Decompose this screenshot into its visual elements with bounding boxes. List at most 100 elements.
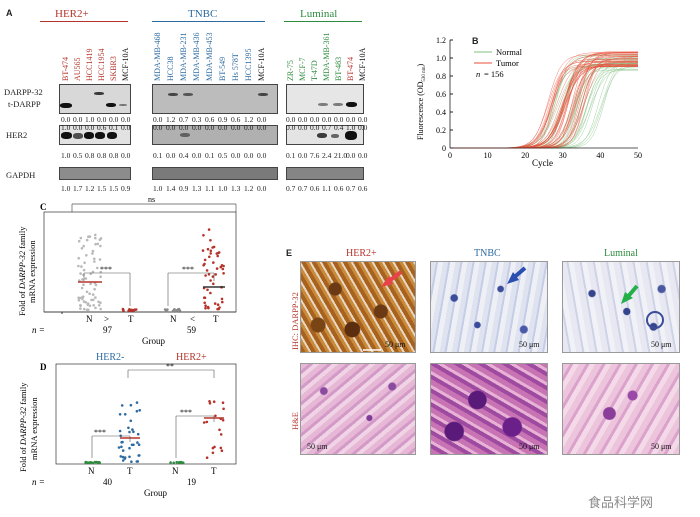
d-ylabel-line2: mRNA expression [29, 397, 39, 460]
scatter-point [203, 301, 206, 305]
scatter-point [81, 278, 84, 281]
c-n1: 97 [103, 325, 113, 335]
scatter-point [132, 430, 135, 434]
quant-value: 0.0 [257, 184, 267, 193]
scatter-point [215, 252, 219, 255]
cell-line-label: BT-474 [346, 56, 355, 81]
quant-value: 0.0 [205, 123, 215, 132]
panel-d-scatter-plot: D HER2- HER2+ ** *** *** N T N T n = 40 … [18, 352, 237, 498]
scatter-point [99, 244, 102, 248]
quant-value: 1.2 [166, 115, 176, 124]
group-line-luminal [284, 21, 362, 22]
quant-value: 0.0 [153, 115, 163, 124]
c-comp1: > [104, 314, 109, 324]
scatter-point [209, 252, 212, 255]
panel-b-amplification-plot: 0 0.2 0.4 0.6 0.8 1.0 1.2 0 10 20 30 40 50 Cycle Fl… [416, 36, 642, 168]
b-n-value: = 156 [484, 69, 504, 79]
scatter-point [99, 275, 102, 278]
scatter-point [93, 460, 97, 464]
scatter-point [82, 273, 85, 277]
quant-value: 0.8 [109, 151, 119, 160]
quant-value: 1.4 [166, 184, 176, 193]
quant-value: 0.8 [97, 151, 107, 160]
scatter-point [94, 236, 97, 240]
cell-line-label: SKBR3 [109, 56, 118, 81]
c-x-n1: N [86, 314, 93, 324]
quant-value: 0.0 [179, 123, 189, 132]
quant-value: 0.5 [218, 151, 228, 160]
he-luminal-scale: 50 μm [651, 442, 672, 451]
d-sig1: *** [94, 428, 106, 437]
scatter-point [82, 307, 86, 311]
e-row-ihc: IHC: DARPP-32 [290, 292, 300, 350]
quant-value: 0.0 [121, 115, 131, 124]
scatter-point [221, 418, 225, 422]
scatter-point [131, 428, 134, 431]
scatter-point [177, 461, 181, 464]
scatter-point [93, 287, 96, 291]
quant-value: 0.0 [286, 115, 296, 124]
he-tnbc-scale: 50 μm [519, 442, 540, 451]
blot-gapdh-luminal [286, 167, 364, 180]
scatter-point [178, 309, 182, 312]
scatter-point [202, 421, 206, 424]
scatter-point [214, 414, 217, 418]
scatter-point [99, 237, 103, 240]
cell-line-label: HCC1954 [97, 48, 106, 81]
scatter-point [163, 308, 167, 311]
scatter-point [77, 239, 81, 243]
ihc-tnbc-scale: 50 μm [519, 340, 540, 349]
b-xtick: 10 [484, 151, 492, 160]
quant-value: 0.6 [334, 184, 344, 193]
cell-line-label: AU565 [73, 57, 82, 81]
scatter-point [89, 282, 92, 286]
d-sig2: *** [180, 408, 192, 417]
quant-value: 1.1 [205, 184, 215, 193]
d-frame [55, 363, 237, 465]
blot-gapdh-tnbc [152, 167, 278, 180]
quant-value: 1.3 [231, 184, 241, 193]
ihc-her2-image: 50 μm [300, 261, 416, 353]
quant-value: 0.7 [322, 123, 332, 132]
scatter-point [93, 257, 96, 261]
panel-a-label: A [6, 8, 13, 18]
ihc-tnbc-image: 50 μm [430, 261, 548, 353]
scatter-point [90, 298, 93, 302]
c-x-t1: T [128, 314, 134, 324]
quant-value: 0.0 [73, 123, 83, 132]
b-ytick: 0.2 [436, 126, 446, 135]
panel-c-label: C [40, 202, 47, 212]
scatter-point [86, 302, 90, 305]
scatter-point [91, 249, 95, 253]
scatter-point [86, 461, 90, 465]
scatter-point [88, 235, 92, 238]
scatter-point [80, 265, 83, 268]
blot-her2-tnbc [152, 125, 278, 145]
quant-value: 0.0 [322, 115, 332, 124]
scatter-point [221, 267, 225, 271]
scatter-point [204, 274, 207, 277]
scatter-point [204, 304, 207, 307]
ihc-luminal-scale: 50 μm [651, 340, 672, 349]
ihc-her2-scale: 50 μm [385, 340, 406, 349]
c-group: Group [142, 336, 165, 346]
b-xtick: 40 [596, 151, 604, 160]
quant-value: 1.0 [153, 184, 163, 193]
he-tnbc-image: 50 μm [430, 363, 548, 455]
c-n2: 59 [187, 325, 197, 335]
d-x-t2: T [211, 466, 217, 476]
quant-value: 21.0 [334, 151, 348, 160]
scatter-point [92, 304, 95, 307]
scatter-point [211, 246, 214, 249]
scatter-point [98, 461, 101, 465]
d-sig-top: ** [166, 362, 174, 371]
scatter-point [91, 461, 95, 465]
scatter-point [203, 262, 206, 266]
quant-value: 0.0 [109, 115, 119, 124]
quant-value: 0.0 [310, 123, 320, 132]
quant-value: 0.0 [166, 123, 176, 132]
quant-value: 0.0 [73, 115, 83, 124]
quant-value: 0.7 [286, 184, 296, 193]
scatter-point [118, 413, 122, 416]
scatter-point [128, 430, 131, 434]
